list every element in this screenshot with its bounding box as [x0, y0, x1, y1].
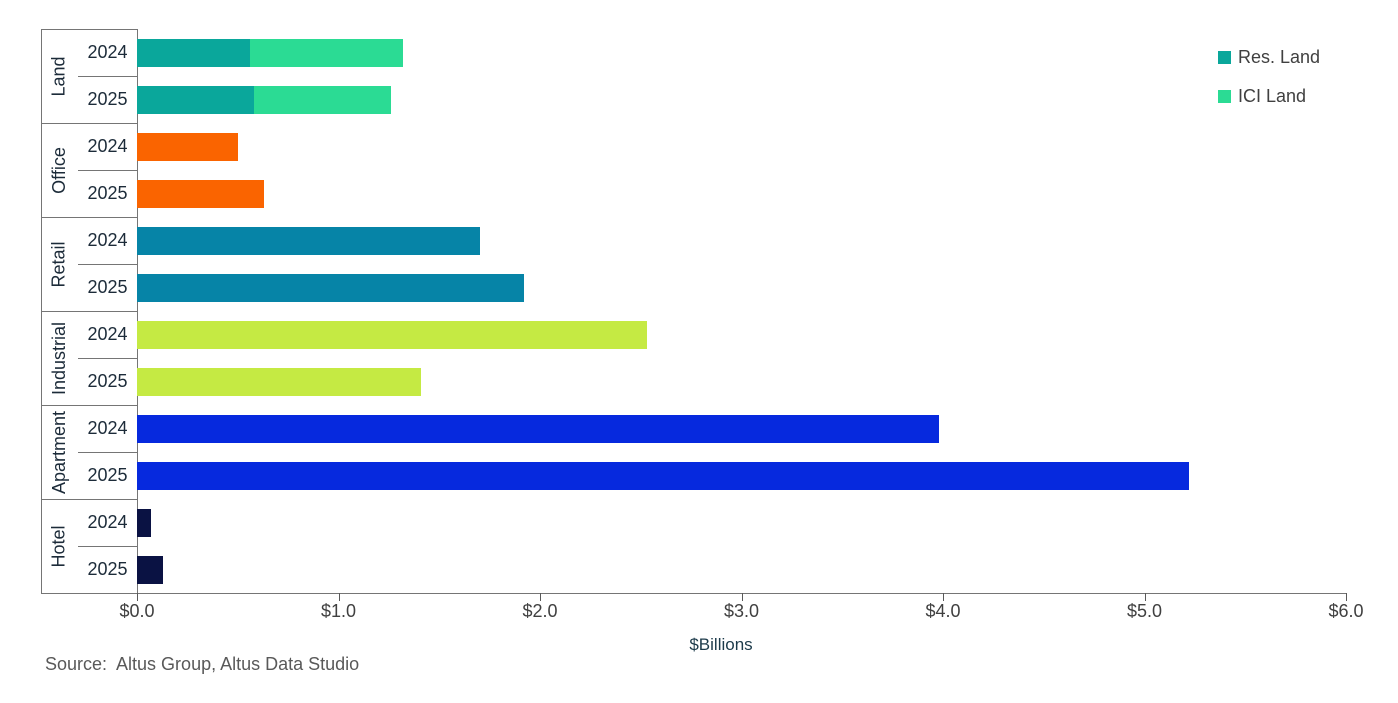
year-label-hotel-2025: 2025 [87, 559, 128, 579]
axis-line-y [137, 29, 138, 594]
year-divider [78, 264, 137, 265]
x-tick-1 [338, 593, 340, 601]
category-divider [41, 217, 137, 218]
year-divider [78, 546, 137, 547]
bar-retail-2024 [137, 226, 480, 255]
category-divider [41, 499, 137, 500]
legend-swatch-ici-land [1218, 90, 1231, 103]
x-tick-5 [1144, 593, 1146, 601]
x-tick-4 [943, 593, 944, 601]
category-label-hotel: Hotel [41, 499, 78, 593]
year-label-industrial-2025: 2025 [87, 371, 128, 391]
x-tick-label-3: $3.0 [723, 601, 760, 621]
category-label-text: Office [49, 146, 69, 194]
category-divider [41, 123, 137, 124]
year-label-office-2025: 2025 [87, 183, 128, 203]
label-box-border-top [41, 29, 137, 30]
x-tick-label-6: $6.0 [1328, 601, 1364, 621]
category-label-apartment: Apartment [41, 405, 78, 499]
x-tick-0 [137, 593, 138, 601]
year-divider [78, 170, 137, 171]
bar-apartment-2025 [137, 461, 1189, 490]
year-label-land-2024: 2024 [87, 42, 128, 62]
x-tick-label-2: $2.0 [522, 601, 558, 621]
source-note: Source: Altus Group, Altus Data Studio [45, 654, 360, 674]
bar-retail-2025 [137, 273, 524, 302]
bar-land-2025-ici-land [253, 85, 391, 114]
category-label-text: Industrial [49, 321, 70, 395]
year-label-apartment-2024: 2024 [87, 418, 128, 438]
category-label-industrial: Industrial [41, 311, 78, 405]
bar-industrial-2024 [137, 320, 647, 349]
x-tick-6 [1346, 593, 1347, 601]
year-label-retail-2024: 2024 [87, 230, 128, 250]
legend-item-res-land: Res. Land [1218, 47, 1320, 68]
year-label-retail-2025: 2025 [87, 277, 128, 297]
year-label-apartment-2025: 2025 [87, 465, 128, 485]
x-axis-label: $Billions [689, 635, 753, 654]
year-label-office-2024: 2024 [87, 136, 128, 156]
bar-industrial-2025 [137, 367, 422, 396]
x-tick-label-0: $0.0 [119, 601, 155, 621]
category-label-retail: Retail [41, 217, 78, 311]
year-label-industrial-2024: 2024 [87, 324, 128, 344]
category-label-office: Office [41, 123, 78, 217]
legend-label-res-land: Res. Land [1238, 47, 1321, 67]
x-tick-3 [741, 593, 743, 601]
category-label-text: Hotel [49, 524, 69, 568]
legend-label-ici-land: ICI Land [1238, 86, 1307, 106]
category-label-text: Land [49, 55, 70, 97]
bar-hotel-2024 [137, 508, 152, 537]
x-tick-label-4: $4.0 [925, 601, 961, 621]
bar-apartment-2024 [137, 414, 939, 443]
year-divider [78, 452, 137, 453]
bar-land-2024-res-land [137, 38, 250, 67]
bar-office-2025 [137, 179, 264, 208]
bar-office-2024 [137, 132, 238, 161]
year-divider [78, 76, 137, 77]
category-label-text: Retail [49, 240, 69, 288]
bar-land-2024-ici-land [249, 38, 403, 67]
x-tick-2 [540, 593, 541, 601]
x-tick-label-5: $5.0 [1126, 601, 1163, 621]
year-label-hotel-2024: 2024 [87, 512, 128, 532]
year-label-land-2025: 2025 [87, 89, 128, 109]
category-label-land: Land [41, 29, 78, 123]
x-tick-label-1: $1.0 [320, 601, 357, 621]
category-divider [41, 405, 137, 406]
legend-swatch-res-land [1218, 51, 1231, 64]
category-divider [41, 311, 137, 312]
category-label-text: Apartment [49, 410, 70, 494]
bar-land-2025-res-land [137, 85, 254, 114]
bar-hotel-2025 [137, 555, 164, 584]
legend-item-ici-land: ICI Land [1218, 86, 1306, 107]
year-divider [78, 358, 137, 359]
axis-line-x [41, 593, 1347, 594]
